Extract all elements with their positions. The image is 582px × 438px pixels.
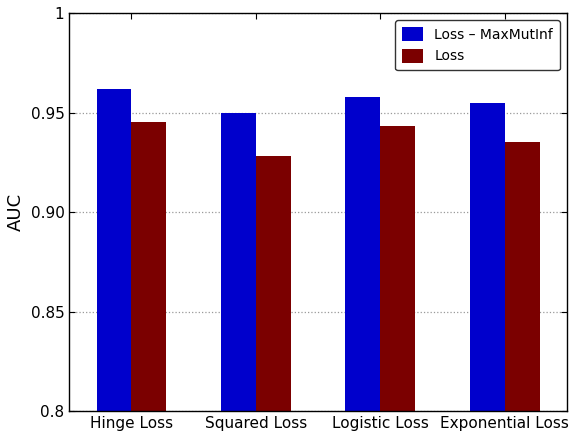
Bar [381,127,415,438]
Bar [221,113,256,438]
Y-axis label: AUC: AUC [7,193,25,231]
Bar [470,102,505,438]
Bar [256,156,291,438]
Bar [97,88,132,438]
Bar [132,123,166,438]
Bar [505,142,540,438]
Bar [346,96,381,438]
Legend: Loss – MaxMutInf, Loss: Loss – MaxMutInf, Loss [396,20,560,71]
